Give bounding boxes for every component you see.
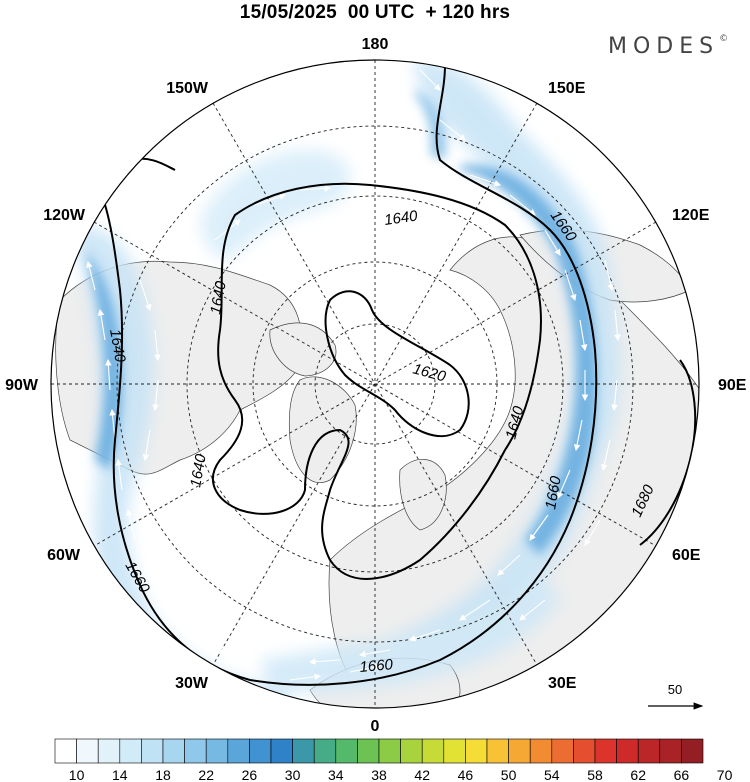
colorbar-swatch	[378, 738, 401, 764]
contour-1640-inner	[211, 182, 542, 580]
canadian-archipelago-land	[269, 322, 337, 377]
colorbar-swatch	[76, 738, 99, 764]
colorbar-tick-label: 14	[112, 767, 128, 782]
colorbar-swatch	[421, 738, 445, 764]
brand-logo: MODES©	[608, 34, 728, 59]
colorbar-tick-label: 22	[198, 767, 214, 782]
scandinavia-land	[399, 459, 447, 531]
colorbar: 10 14 18 22 26 30 34 38 42 46 50 54 58 62 66 70	[54, 738, 733, 782]
lon-label-60w: 60W	[47, 547, 81, 564]
reference-vector-label: 50	[668, 682, 682, 697]
colorbar-tick-label: 70	[717, 767, 733, 782]
colorbar-swatch	[508, 738, 531, 764]
jet-core-asia	[460, 164, 597, 555]
colorbar-swatch	[357, 738, 380, 764]
colorbar-tick-label: 30	[285, 767, 301, 782]
contour-label: 1640	[207, 279, 230, 315]
lon-label-90w: 90W	[5, 377, 39, 394]
jet-core-east-pacific	[415, 90, 447, 160]
colorbar-swatch	[313, 738, 337, 764]
lon-label-30w: 30W	[175, 675, 209, 692]
colorbar-tick-label: 62	[630, 767, 646, 782]
map-title: 15/05/2025 00 UTC + 120 hrs	[239, 2, 511, 23]
colorbar-swatch	[573, 738, 596, 764]
colorbar-swatch	[97, 738, 121, 764]
contour-label: 1640	[383, 207, 419, 229]
colorbar-tick-label: 58	[587, 767, 603, 782]
lon-label-150e: 150E	[548, 80, 586, 97]
colorbar-swatch	[681, 738, 704, 764]
colorbar-swatch	[443, 738, 466, 764]
lon-label-90e: 90E	[718, 377, 747, 394]
colorbar-swatch	[184, 738, 207, 764]
colorbar-tick-label: 10	[69, 767, 85, 782]
jet-band-atlantic-light	[260, 570, 560, 692]
contour-label: 1640	[187, 452, 210, 488]
colorbar-tick-label: 66	[674, 767, 690, 782]
contour-1620	[324, 290, 470, 438]
greenland-land	[288, 376, 357, 483]
colorbar-swatch	[529, 738, 553, 764]
colorbar-swatch	[400, 738, 423, 764]
lon-label-0: 0	[371, 718, 380, 735]
lon-label-120e: 120E	[672, 207, 710, 224]
wind-vectors	[86, 69, 621, 681]
colorbar-tick-label: 50	[501, 767, 517, 782]
lon-label-60e: 60E	[672, 547, 701, 564]
colorbar-swatch	[205, 738, 229, 764]
colorbar-swatch	[292, 738, 315, 764]
colorbar-swatch	[551, 738, 574, 764]
colorbar-tick-label: 54	[544, 767, 560, 782]
colorbar-swatch	[335, 738, 358, 764]
map-border	[50, 59, 700, 709]
jet-band-north-pacific-light	[200, 150, 350, 259]
contour-label: 1660	[542, 474, 565, 510]
colorbar-swatch	[249, 738, 272, 764]
brand-name: MODES	[608, 34, 720, 59]
colorbar-swatch	[486, 738, 509, 764]
contour-long-dash-west	[109, 60, 118, 176]
lon-label-180: 180	[362, 36, 389, 53]
colorbar-tick-label: 26	[242, 767, 258, 782]
colorbar-swatch	[637, 738, 661, 764]
colorbar-swatch	[270, 738, 293, 764]
colorbar-swatch	[594, 738, 617, 764]
colorbar-swatch	[141, 738, 164, 764]
colorbar-swatch	[54, 738, 77, 764]
map-disk: 1640 1660 1620 1640 1640 1660 1640 1640 …	[51, 60, 699, 708]
colorbar-swatch	[162, 738, 185, 764]
lon-label-150w: 150W	[166, 80, 209, 97]
colorbar-swatch	[227, 738, 250, 764]
brand-mark: ©	[719, 34, 729, 44]
colorbar-swatch	[119, 738, 142, 764]
colorbar-swatch	[616, 738, 639, 764]
colorbar-swatch	[659, 738, 682, 764]
contour-label: 1660	[359, 656, 394, 676]
colorbar-tick-label: 46	[458, 767, 474, 782]
longitude-labels: 180 150W 150E 120W 120E 90W 90E 60W 60E …	[5, 36, 747, 735]
contour-label: 1640	[106, 328, 129, 364]
colorbar-tick-label: 18	[155, 767, 171, 782]
colorbar-swatch	[465, 738, 488, 764]
lon-label-30e: 30E	[548, 675, 577, 692]
lon-label-120w: 120W	[43, 207, 86, 224]
colorbar-tick-label: 42	[414, 767, 430, 782]
reference-vector: 50	[648, 682, 704, 710]
colorbar-tick-label: 34	[328, 767, 344, 782]
colorbar-tick-label: 38	[371, 767, 387, 782]
